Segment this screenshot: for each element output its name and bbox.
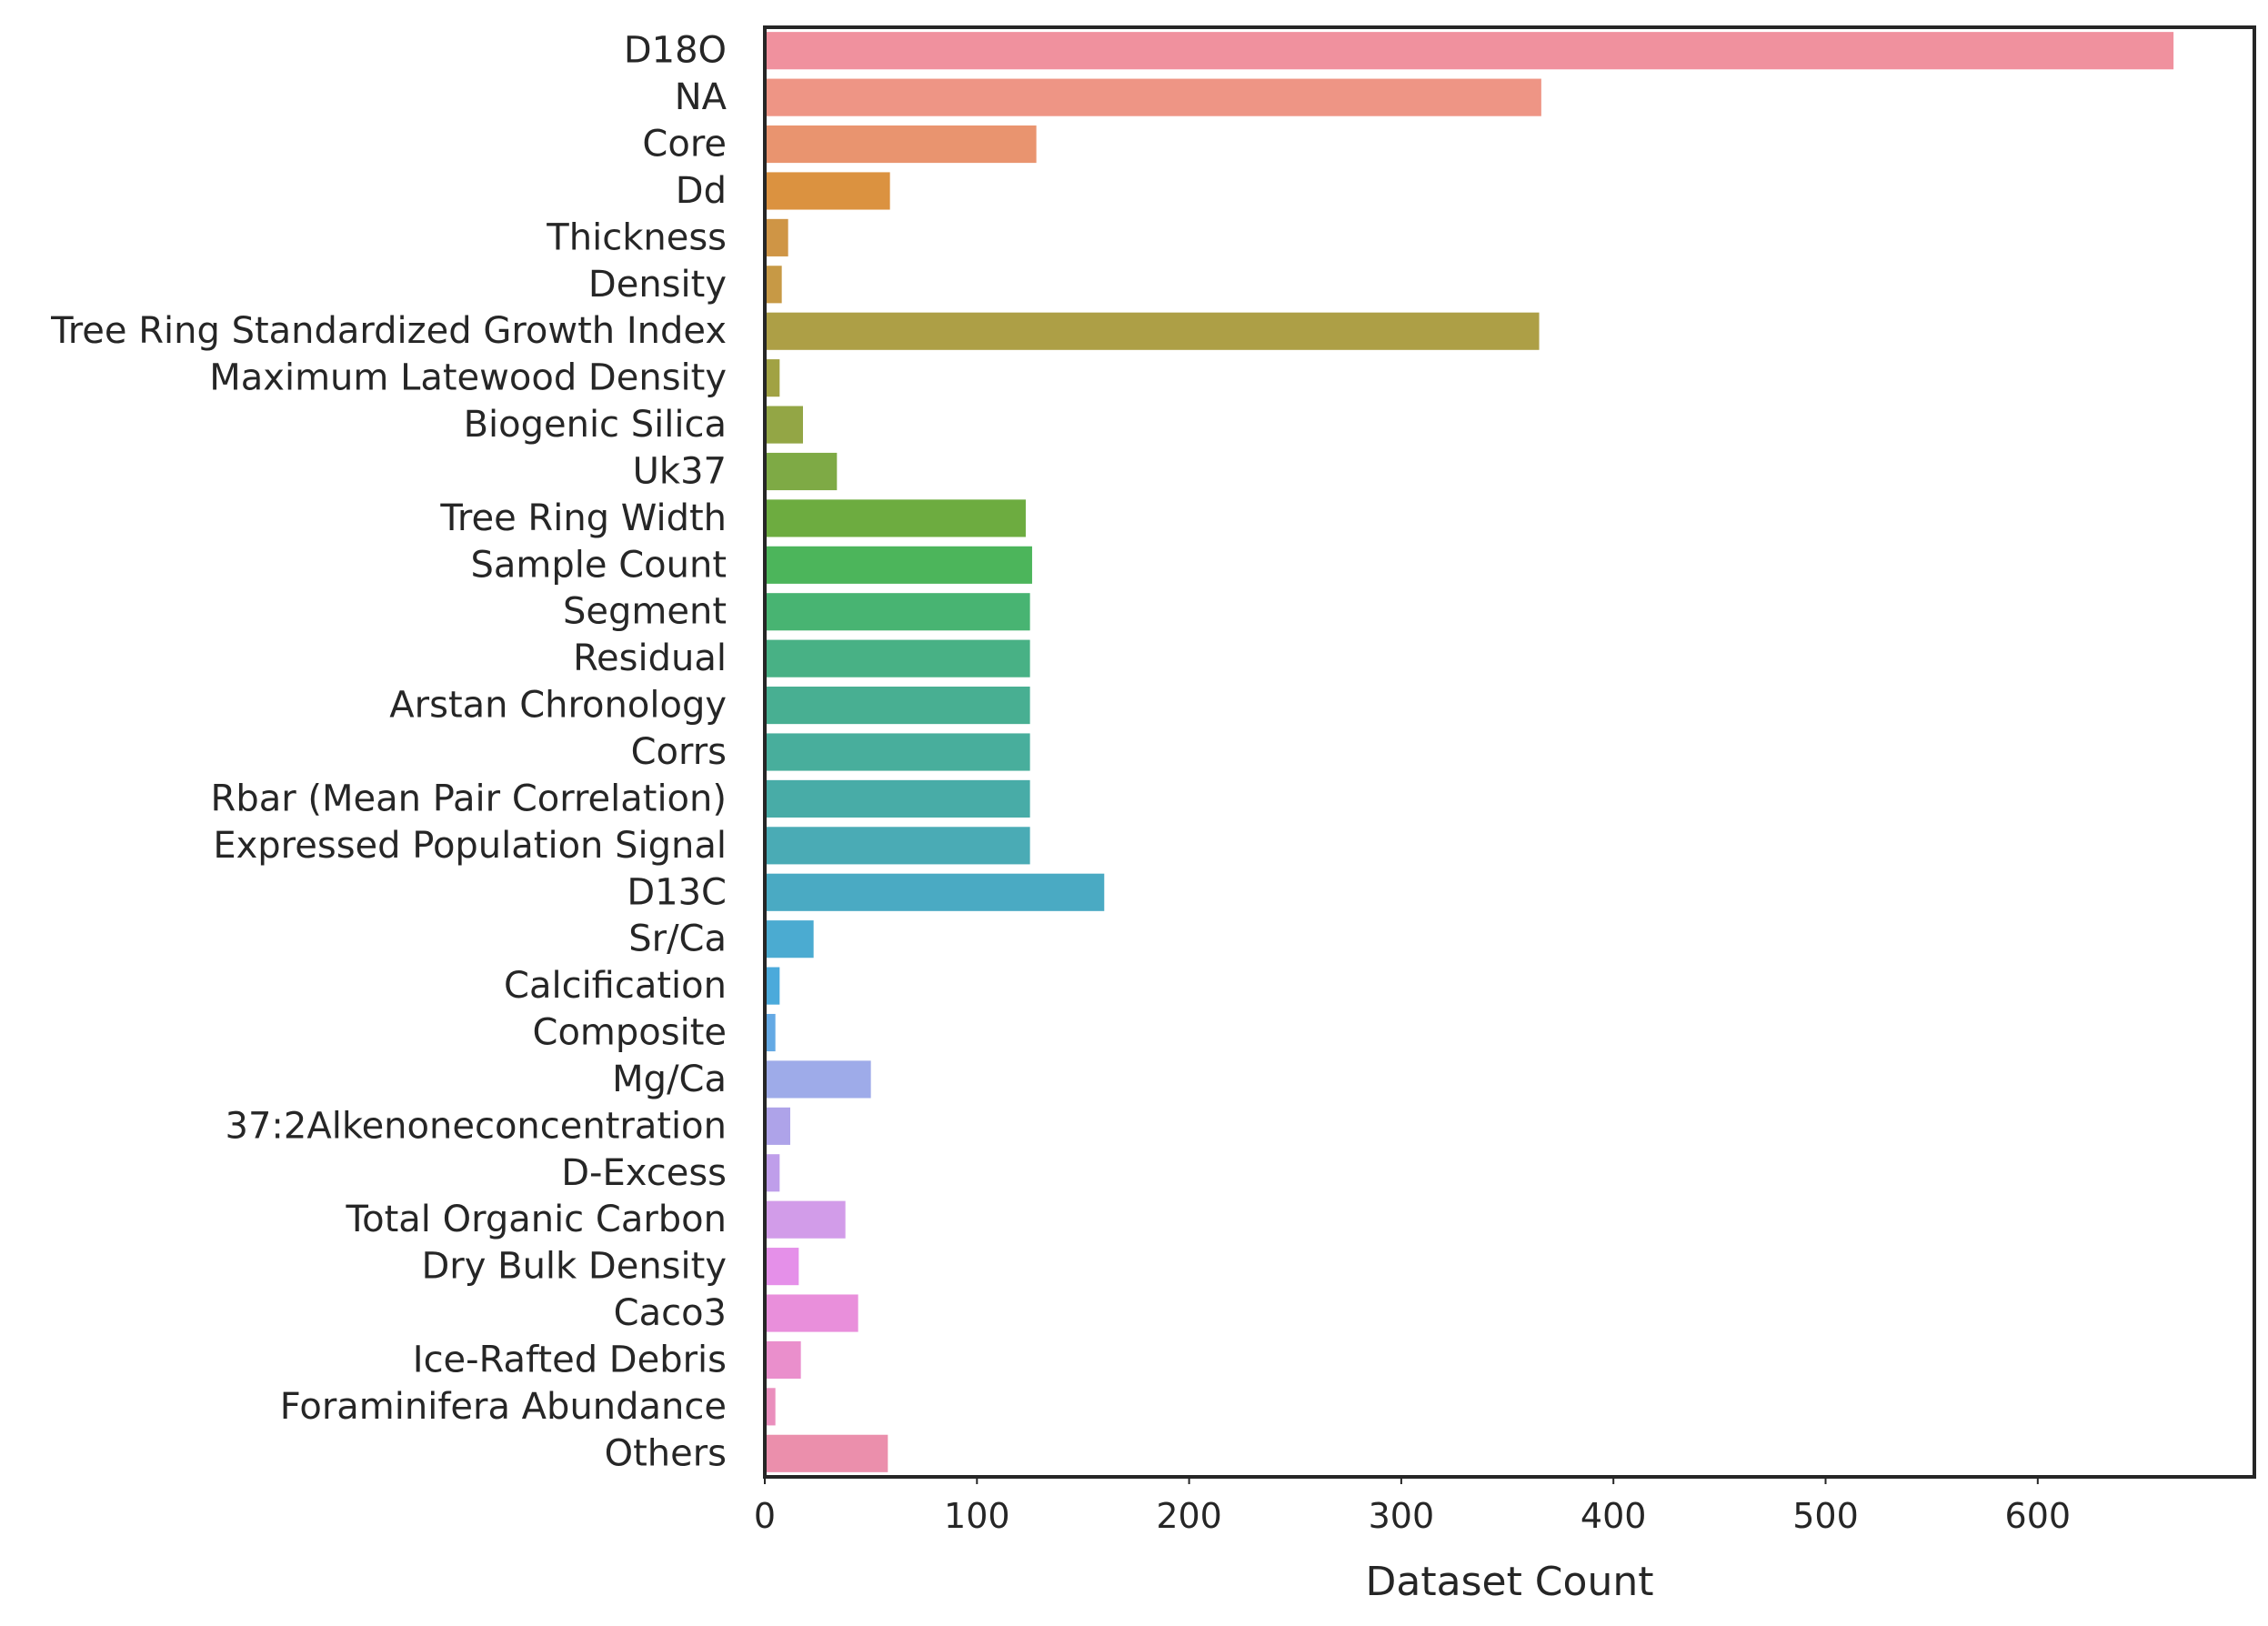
bar xyxy=(765,873,1105,911)
y-tick-label: Corrs xyxy=(631,731,727,773)
y-tick-label: D18O xyxy=(624,30,727,72)
bar xyxy=(765,593,1030,631)
x-tick-label: 400 xyxy=(1581,1496,1647,1536)
y-tick-label: 37:2Alkenoneconcentration xyxy=(226,1105,727,1147)
y-tick-label: Mg/Ca xyxy=(612,1059,727,1100)
bar xyxy=(765,1434,888,1472)
bar xyxy=(765,406,803,444)
bars-group xyxy=(765,32,2174,1472)
bar xyxy=(765,1013,776,1052)
bar xyxy=(765,920,814,959)
x-tick-label: 500 xyxy=(1792,1496,1859,1536)
y-tick-label: Composite xyxy=(533,1012,727,1054)
bar xyxy=(765,1200,846,1239)
y-tick-label: Sr/Ca xyxy=(628,918,727,960)
y-tick-label: Density xyxy=(588,264,727,306)
bar xyxy=(765,218,788,256)
bar xyxy=(765,1154,780,1192)
bar xyxy=(765,1388,776,1426)
y-tick-label: Foraminifera Abundance xyxy=(280,1386,727,1428)
bar xyxy=(765,1107,790,1145)
y-tick-label: Segment xyxy=(563,591,727,633)
bar xyxy=(765,1060,871,1099)
bar xyxy=(765,546,1032,584)
y-tick-label: Caco3 xyxy=(614,1292,727,1334)
y-tick-label: Residual xyxy=(573,637,727,679)
y-tick-label: Others xyxy=(605,1432,727,1474)
y-tick-label: Ice-Rafted Debris xyxy=(413,1339,727,1380)
y-tick-label: Dd xyxy=(676,170,727,212)
bar xyxy=(765,266,782,304)
y-tick-label: Arstan Chronology xyxy=(389,685,727,727)
bar xyxy=(765,125,1037,164)
bar xyxy=(765,452,838,491)
y-tick-label: Dry Bulk Density xyxy=(422,1246,728,1288)
y-tick-label: D-Excess xyxy=(561,1152,727,1194)
bar xyxy=(765,779,1030,818)
y-tick-label: Expressed Population Signal xyxy=(213,825,727,867)
x-tick-label: 200 xyxy=(1156,1496,1222,1536)
x-tick-label: 600 xyxy=(2005,1496,2072,1536)
bar xyxy=(765,687,1030,725)
bar xyxy=(765,733,1030,771)
bar xyxy=(765,639,1030,678)
plot-frame xyxy=(763,25,2256,1479)
y-tick-label: D13C xyxy=(627,871,727,913)
y-tick-label: Maximum Latewood Density xyxy=(209,357,727,399)
y-tick-label: Uk37 xyxy=(633,450,727,492)
y-tick-label: NA xyxy=(675,76,728,118)
bar xyxy=(765,359,780,397)
y-tick-label: Tree Ring Standardized Growth Index xyxy=(50,310,727,352)
bar xyxy=(765,1340,801,1380)
bar xyxy=(765,312,1540,350)
y-tick-label: Core xyxy=(642,124,727,166)
y-tick-label: Total Organic Carbon xyxy=(345,1199,727,1240)
bar xyxy=(765,78,1541,116)
y-tick-label: Biogenic Silica xyxy=(464,404,727,446)
bar xyxy=(765,32,2174,70)
bar xyxy=(765,967,780,1005)
y-tick-label: Tree Ring Width xyxy=(439,497,727,539)
y-tick-label: Rbar (Mean Pair Correlation) xyxy=(211,778,727,819)
x-tick-label: 0 xyxy=(754,1496,776,1536)
y-tick-label: Calcification xyxy=(504,965,727,1007)
bar xyxy=(765,827,1030,865)
x-tick-label: 300 xyxy=(1369,1496,1435,1536)
y-tick-label: Sample Count xyxy=(471,544,727,586)
bar xyxy=(765,499,1026,537)
x-axis-label: Dataset Count xyxy=(1366,1559,1654,1605)
bar xyxy=(765,1248,799,1286)
x-tick-label: 100 xyxy=(944,1496,1010,1536)
bar xyxy=(765,1294,858,1332)
bar xyxy=(765,172,890,210)
x-ticks: 0 100 200 300 400 500 600 xyxy=(754,1477,2071,1536)
y-tick-label: Thickness xyxy=(546,216,727,258)
